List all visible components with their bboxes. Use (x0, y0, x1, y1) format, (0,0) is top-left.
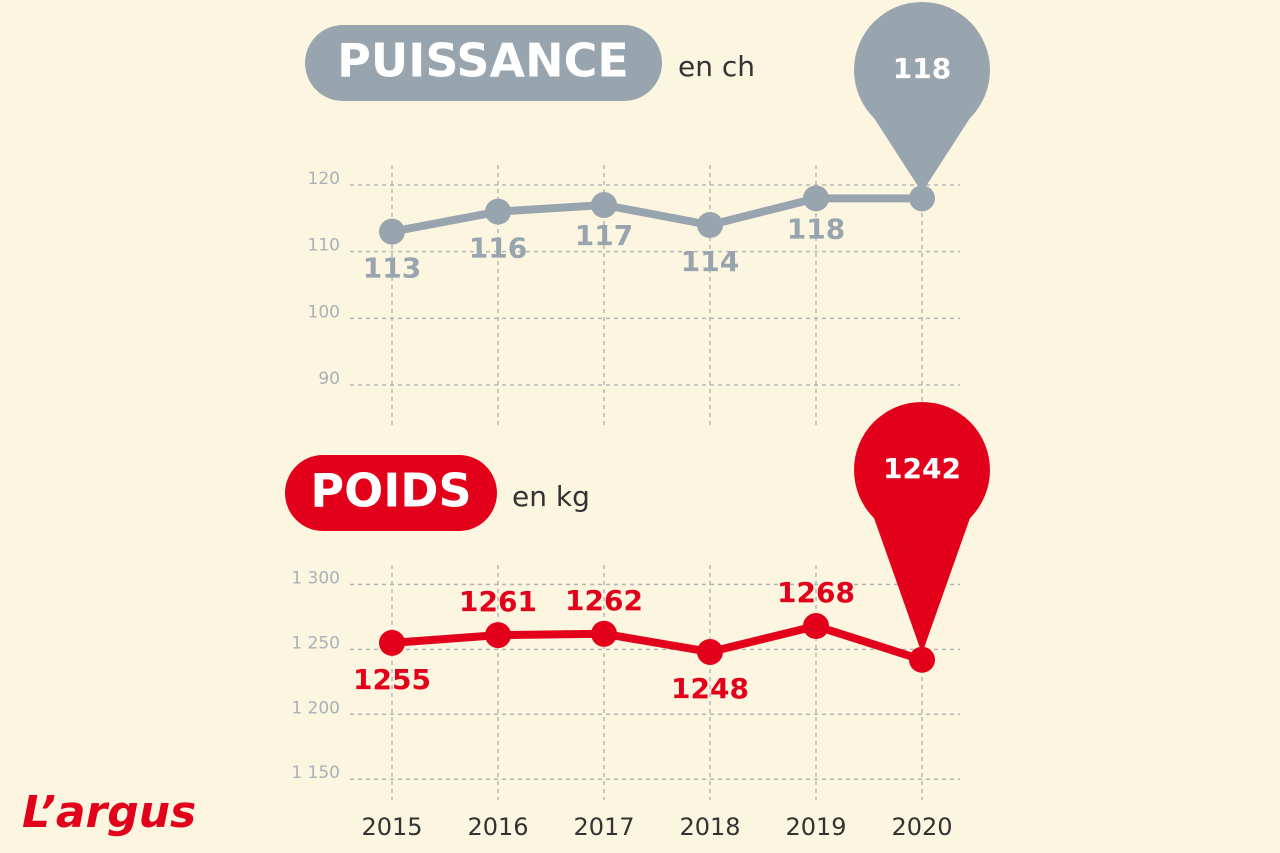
x-tick-label: 2020 (891, 813, 952, 841)
data-label: 1261 (459, 585, 537, 618)
title-pill (305, 25, 662, 101)
pin (874, 518, 970, 654)
pin-label: 1242 (883, 452, 961, 485)
x-tick-label: 2015 (361, 813, 422, 841)
pin (874, 118, 970, 193)
chart-unit: en ch (678, 50, 755, 83)
line (391, 622, 924, 664)
y-tick-label: 90 (318, 369, 340, 389)
pin (854, 402, 990, 538)
y-tick-label: 1 200 (291, 698, 340, 718)
title-pill (285, 455, 497, 531)
point (803, 613, 829, 640)
point (697, 212, 723, 238)
point (485, 198, 511, 225)
point (909, 185, 935, 212)
chart-title: PUISSANCE (337, 34, 629, 88)
data-label: 1262 (565, 584, 643, 617)
point (803, 185, 829, 212)
y-tick-label: 1 300 (291, 568, 340, 588)
point (379, 218, 405, 245)
y-tick-label: 1 250 (291, 633, 340, 653)
point (379, 629, 405, 656)
data-label: 114 (681, 245, 739, 278)
y-tick-label: 1 150 (291, 763, 340, 783)
data-label: 1255 (353, 663, 431, 696)
x-tick-label: 2017 (573, 813, 634, 841)
x-tick-label: 2019 (785, 813, 846, 841)
data-label: 1268 (777, 576, 855, 609)
point (485, 622, 511, 649)
data-label: 118 (787, 212, 845, 245)
y-tick-label: 110 (308, 236, 340, 256)
data-label: 116 (469, 232, 527, 265)
pin (854, 2, 990, 138)
data-label: 117 (575, 219, 633, 252)
y-tick-label: 120 (308, 169, 340, 189)
x-tick-label: 2016 (467, 813, 528, 841)
data-label: 113 (363, 252, 421, 285)
point (697, 638, 723, 665)
chart-unit: en kg (512, 480, 590, 513)
pin-label: 118 (893, 52, 951, 85)
chart-title: POIDS (310, 464, 471, 518)
point (591, 620, 617, 647)
y-tick-label: 100 (308, 302, 340, 322)
logo: L’argus (22, 787, 196, 838)
line (391, 194, 922, 236)
x-tick-label: 2018 (679, 813, 740, 841)
data-label: 1248 (671, 672, 749, 705)
point (909, 646, 935, 673)
point (591, 192, 617, 218)
